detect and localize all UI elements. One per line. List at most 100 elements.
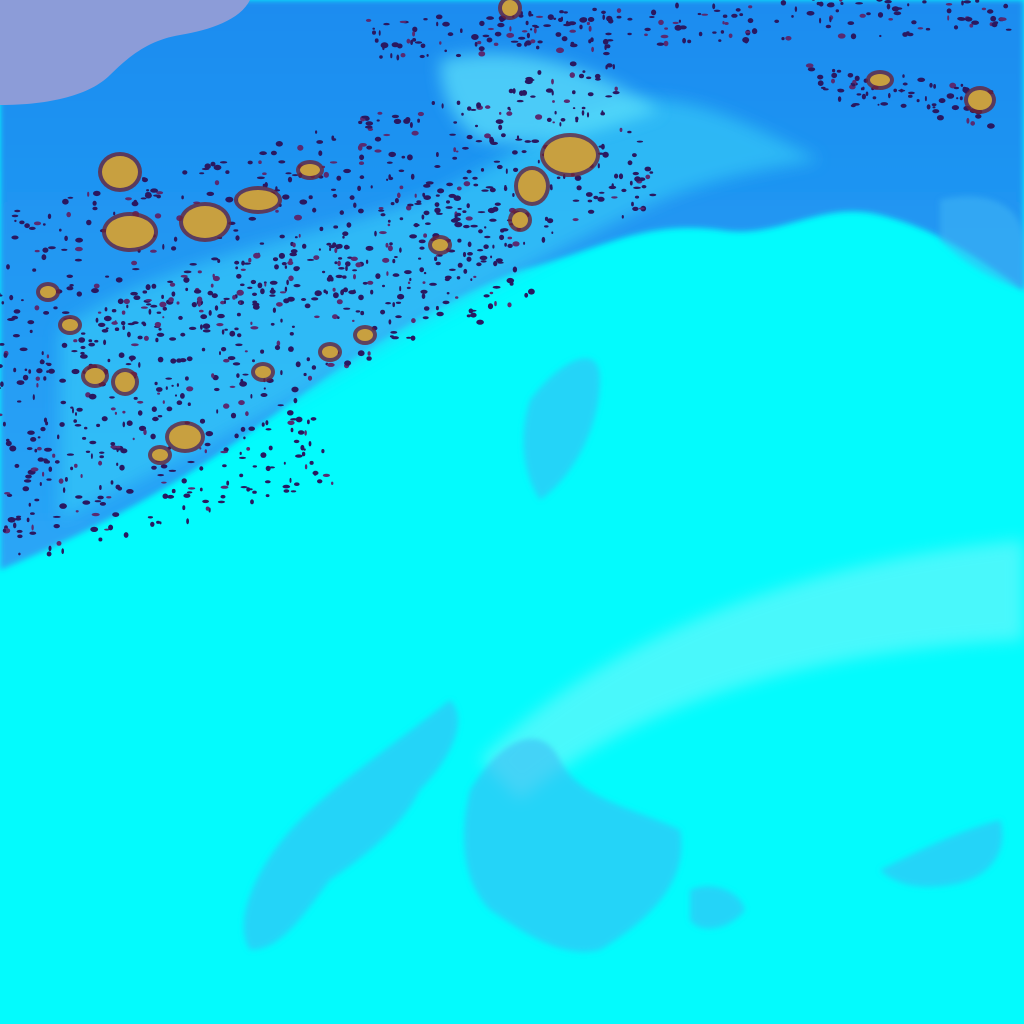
speckle	[224, 300, 226, 304]
speckle	[101, 416, 108, 422]
speckle	[156, 520, 161, 524]
speckle	[355, 262, 362, 268]
speckle	[69, 284, 74, 287]
speckle	[525, 20, 529, 26]
speckle	[24, 368, 28, 372]
speckle	[240, 426, 246, 432]
speckle	[276, 340, 281, 347]
speckle	[46, 370, 49, 373]
speckle	[425, 222, 431, 225]
speckle	[130, 291, 138, 296]
speckle	[837, 33, 846, 39]
speckle	[556, 176, 561, 180]
speckle	[76, 291, 83, 297]
speckle	[293, 439, 300, 444]
speckle	[306, 258, 315, 261]
speckle	[166, 494, 175, 499]
speckle	[211, 257, 219, 261]
speckle	[103, 315, 112, 322]
speckle	[565, 20, 569, 27]
speckle	[460, 28, 463, 33]
cloud-top	[322, 346, 338, 358]
speckle	[404, 270, 412, 275]
speckle	[57, 434, 60, 440]
speckle	[239, 451, 242, 455]
speckle	[500, 228, 509, 232]
speckle	[487, 27, 494, 31]
speckle	[180, 274, 188, 278]
speckle	[649, 193, 657, 197]
speckle	[114, 327, 120, 332]
speckle	[221, 347, 227, 352]
speckle	[246, 487, 251, 492]
speckle	[186, 356, 193, 362]
speckle	[876, 0, 883, 2]
speckle	[156, 332, 165, 337]
speckle	[269, 294, 276, 297]
speckle	[229, 385, 236, 388]
speckle	[551, 231, 554, 234]
speckle	[268, 445, 273, 451]
speckle	[145, 299, 152, 302]
speckle	[332, 287, 336, 292]
speckle	[189, 263, 197, 266]
speckle	[162, 243, 165, 250]
speckle	[293, 284, 301, 288]
speckle	[14, 209, 21, 213]
speckle	[439, 41, 442, 45]
speckle	[816, 1, 821, 6]
speckle	[336, 175, 342, 181]
cloud-top	[169, 425, 201, 449]
speckle	[435, 14, 443, 20]
speckle	[308, 441, 312, 447]
speckle	[329, 247, 332, 251]
speckle	[587, 209, 595, 214]
speckle	[349, 195, 355, 200]
speckle	[379, 231, 387, 235]
speckle	[27, 320, 35, 325]
speckle	[187, 487, 196, 490]
speckle	[748, 5, 753, 9]
speckle	[322, 270, 326, 274]
speckle	[462, 176, 468, 180]
speckle	[344, 360, 352, 366]
speckle	[210, 283, 214, 288]
speckle	[197, 270, 202, 274]
speckle	[423, 18, 428, 21]
speckle	[16, 380, 25, 385]
speckle	[199, 418, 206, 424]
cloud-top	[85, 368, 105, 384]
speckle	[283, 489, 290, 493]
speckle	[186, 518, 190, 525]
speckle	[147, 516, 153, 519]
speckle	[84, 426, 88, 430]
speckle	[99, 502, 106, 506]
cloud-top	[62, 319, 78, 331]
speckle	[214, 180, 220, 186]
cloud-top	[115, 372, 135, 392]
speckle	[281, 262, 287, 266]
speckle	[422, 281, 426, 284]
speckle	[543, 24, 551, 27]
cloud-tops	[36, 0, 996, 465]
speckle	[240, 486, 248, 489]
speckle	[284, 286, 288, 292]
speckle	[372, 27, 376, 30]
speckle	[603, 51, 610, 56]
speckle	[250, 279, 257, 285]
speckle	[252, 292, 257, 296]
speckle	[27, 430, 35, 435]
speckle	[602, 151, 609, 158]
speckle	[627, 32, 632, 36]
speckle	[42, 223, 46, 226]
speckle	[406, 38, 411, 44]
speckle	[521, 150, 527, 154]
speckle	[73, 339, 78, 343]
speckle	[116, 445, 121, 449]
speckle	[598, 191, 605, 194]
speckle	[632, 171, 639, 176]
speckle	[343, 287, 348, 293]
speckle	[674, 24, 682, 31]
speckle	[348, 290, 357, 295]
speckle	[250, 321, 253, 325]
